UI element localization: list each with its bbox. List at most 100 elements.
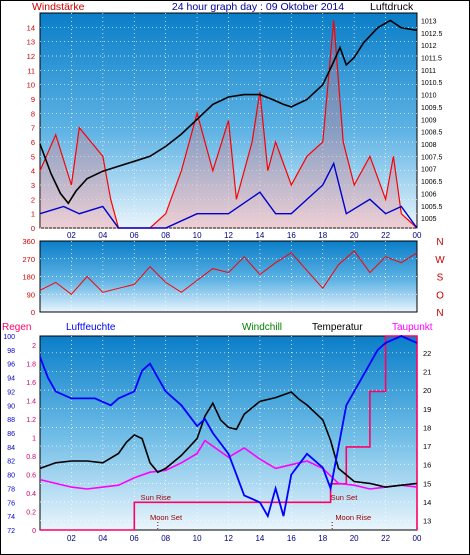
x-tick-label: 16 [287, 231, 296, 240]
humidity-tick-label: 86 [7, 431, 15, 438]
y-right-tick-label: 1010 [421, 93, 437, 100]
rain-tick-label: 0 [32, 528, 36, 535]
y-right-tick-label: 1013 [421, 18, 437, 25]
humidity-tick-label: 78 [7, 486, 15, 493]
y-left-tick-label: 3 [31, 181, 35, 190]
y-left-tick-label: 13 [27, 38, 35, 47]
moon-rise-label: Moon Rise [335, 513, 371, 522]
y-left-tick-label: 2 [31, 195, 35, 204]
y-left-tick-label: 6 [31, 138, 35, 147]
header-right: Luftdruck [370, 1, 414, 13]
x-tick-label: 00 [413, 534, 422, 543]
legend-item: Temperatur [312, 322, 363, 333]
temperature-tick-label: 21 [423, 367, 431, 376]
x-tick-label: 10 [193, 534, 202, 543]
direction-tick-label: 90 [27, 290, 35, 299]
x-tick-label: 20 [350, 231, 359, 240]
humidity-tick-label: 74 [7, 514, 15, 521]
wind-direction-line [39, 250, 418, 295]
y-right-tick-label: 1006.5 [421, 179, 443, 186]
humidity-tick-label: 96 [7, 362, 15, 369]
direction-tick-label: 360 [22, 237, 35, 246]
wind-speed-line [39, 20, 418, 229]
x-tick-label: 02 [67, 534, 76, 543]
rain-tick-label: 1.4 [26, 399, 36, 406]
humidity-tick-label: 80 [7, 473, 15, 480]
y-left-tick-label: 8 [31, 109, 35, 118]
rain-tick-label: 1.8 [26, 362, 36, 369]
x-tick-label: 04 [98, 534, 107, 543]
x-tick-label: 16 [287, 534, 296, 543]
humidity-tick-label: 88 [7, 417, 15, 424]
y-left-tick-label: 11 [27, 66, 35, 75]
x-tick-label: 20 [350, 534, 359, 543]
y-right-tick-label: 1012 [421, 43, 437, 50]
legend-item: Taupunkt [392, 322, 433, 333]
x-tick-label: 00 [413, 231, 422, 240]
y-right-tick-label: 1007 [421, 167, 437, 174]
compass-label: N [436, 308, 443, 319]
humidity-tick-label: 92 [7, 389, 15, 396]
humidity-tick-label: 82 [7, 459, 15, 466]
y-right-tick-label: 1010.5 [421, 80, 443, 87]
humidity-tick-label: 90 [7, 403, 15, 410]
compass-label: W [435, 255, 445, 266]
y-right-tick-label: 1005.5 [421, 204, 443, 211]
direction-tick-label: 0 [31, 308, 35, 317]
rain-line [40, 335, 418, 531]
temperature-tick-label: 18 [423, 423, 431, 432]
y-right-tick-label: 1012.5 [421, 31, 443, 38]
x-tick-label: 08 [161, 231, 170, 240]
humidity-tick-label: 94 [7, 376, 15, 383]
sun-set-label: Sun Set [331, 493, 359, 502]
x-tick-label: 10 [193, 231, 202, 240]
x-tick-label: 06 [130, 534, 139, 543]
humidity-tick-label: 98 [7, 348, 15, 355]
x-tick-label: 22 [381, 231, 390, 240]
rain-tick-label: 1.6 [26, 380, 36, 387]
direction-tick-label: 180 [22, 273, 35, 282]
x-tick-label: 02 [67, 231, 76, 240]
temperature-tick-label: 20 [423, 386, 431, 395]
y-right-tick-label: 1011 [421, 68, 436, 75]
compass-label: S [437, 273, 444, 284]
wind-pressure-panel: 0123456789101112131410051005.510061006.5… [27, 12, 443, 240]
x-tick-label: 08 [161, 534, 170, 543]
x-tick-label: 22 [381, 534, 390, 543]
y-right-tick-label: 1007.5 [421, 154, 443, 161]
humidity-line [39, 335, 418, 519]
y-left-tick-label: 4 [31, 167, 35, 176]
temperature-tick-label: 15 [423, 479, 431, 488]
y-right-tick-label: 1009 [421, 117, 437, 124]
rain-tick-label: 0.6 [26, 473, 36, 480]
x-tick-label: 18 [318, 534, 327, 543]
rain-tick-label: 1.2 [26, 417, 36, 424]
temperature-tick-label: 16 [423, 461, 431, 470]
humidity-tick-label: 100 [3, 334, 15, 341]
legend-item: Windchill [242, 322, 282, 333]
header-left: Windstärke [32, 1, 85, 13]
moon-set-label: Moon Set [150, 513, 183, 522]
y-left-tick-label: 12 [27, 52, 35, 61]
panel3-legend: Regen Luftfeuchte Windchill Temperatur Taupu… [2, 322, 433, 333]
temperature-tick-label: 17 [423, 442, 431, 451]
humidity-tick-label: 76 [7, 500, 15, 507]
temperature-tick-label: 13 [423, 517, 431, 526]
rain-tick-label: 0.8 [26, 454, 36, 461]
x-tick-label: 12 [224, 231, 233, 240]
wind-gust-line [39, 161, 418, 229]
temperature-tick-label: 22 [423, 349, 431, 358]
compass-label: N [436, 237, 443, 248]
header-center: 24 hour graph day : 09 Oktober 2014 [172, 1, 344, 13]
y-left-tick-label: 7 [31, 124, 35, 133]
humidity-tick-label: 84 [7, 445, 15, 452]
y-left-tick-label: 10 [27, 81, 35, 90]
x-tick-label: 12 [224, 534, 233, 543]
x-tick-label: 14 [255, 534, 264, 543]
y-left-tick-label: 9 [31, 95, 35, 104]
x-tick-label: 18 [318, 231, 327, 240]
humidity-tick-label: 72 [7, 528, 15, 535]
y-right-tick-label: 1006 [421, 191, 437, 198]
y-left-tick-label: 0 [31, 224, 35, 233]
